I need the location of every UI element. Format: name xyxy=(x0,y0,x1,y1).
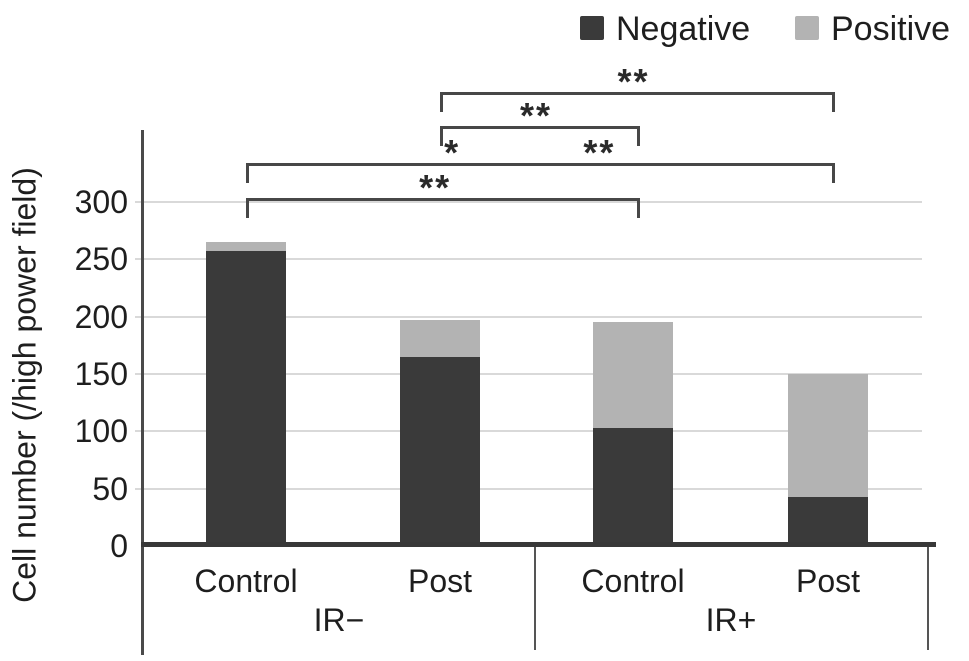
significance-bracket xyxy=(246,163,835,183)
significance-label: * xyxy=(444,132,461,173)
legend-label-negative: Negative xyxy=(616,10,751,48)
legend-swatch-negative xyxy=(580,16,604,40)
legend-label-positive: Positive xyxy=(831,10,951,48)
legend-swatch-positive xyxy=(795,16,819,40)
gridline xyxy=(135,258,922,261)
group-label: IR+ xyxy=(705,602,757,638)
category-label: Control xyxy=(581,563,685,599)
gridline xyxy=(135,372,922,375)
gridline xyxy=(135,430,922,433)
gridline xyxy=(135,200,922,203)
significance-label: ** xyxy=(583,132,616,173)
y-tick-label: 300 xyxy=(74,183,128,220)
significance-label: ** xyxy=(519,95,553,136)
y-tick-label: 50 xyxy=(92,470,128,507)
y-tick-label: 0 xyxy=(110,528,128,564)
x-axis-line xyxy=(141,542,936,547)
y-tick-label: 100 xyxy=(74,413,128,450)
significance-label: ** xyxy=(617,61,650,102)
y-tick-label: 250 xyxy=(74,241,128,278)
significance-bracket xyxy=(440,92,835,112)
gridline xyxy=(135,487,922,490)
category-label: Control xyxy=(194,563,298,599)
group-label: IR− xyxy=(313,602,365,638)
bar-negative-segment xyxy=(206,251,286,546)
significance-label: ** xyxy=(419,167,452,208)
bar-positive-segment xyxy=(400,320,480,357)
bar-positive-segment xyxy=(593,322,673,428)
group-divider xyxy=(927,547,929,650)
group-divider xyxy=(534,547,536,650)
y-tick-label: 150 xyxy=(74,355,128,392)
bar-positive-segment xyxy=(788,373,868,497)
bar-negative-segment xyxy=(788,496,868,546)
gridline xyxy=(135,315,922,318)
category-label: Post xyxy=(407,563,473,599)
significance-bracket xyxy=(440,126,640,146)
category-label: Post xyxy=(795,563,861,599)
bar-positive-segment xyxy=(206,242,286,252)
y-axis-line xyxy=(141,130,144,655)
y-tick-label: 200 xyxy=(74,298,128,335)
bar-negative-segment xyxy=(593,427,673,546)
bar-negative-segment xyxy=(400,356,480,546)
significance-bracket xyxy=(246,198,640,218)
